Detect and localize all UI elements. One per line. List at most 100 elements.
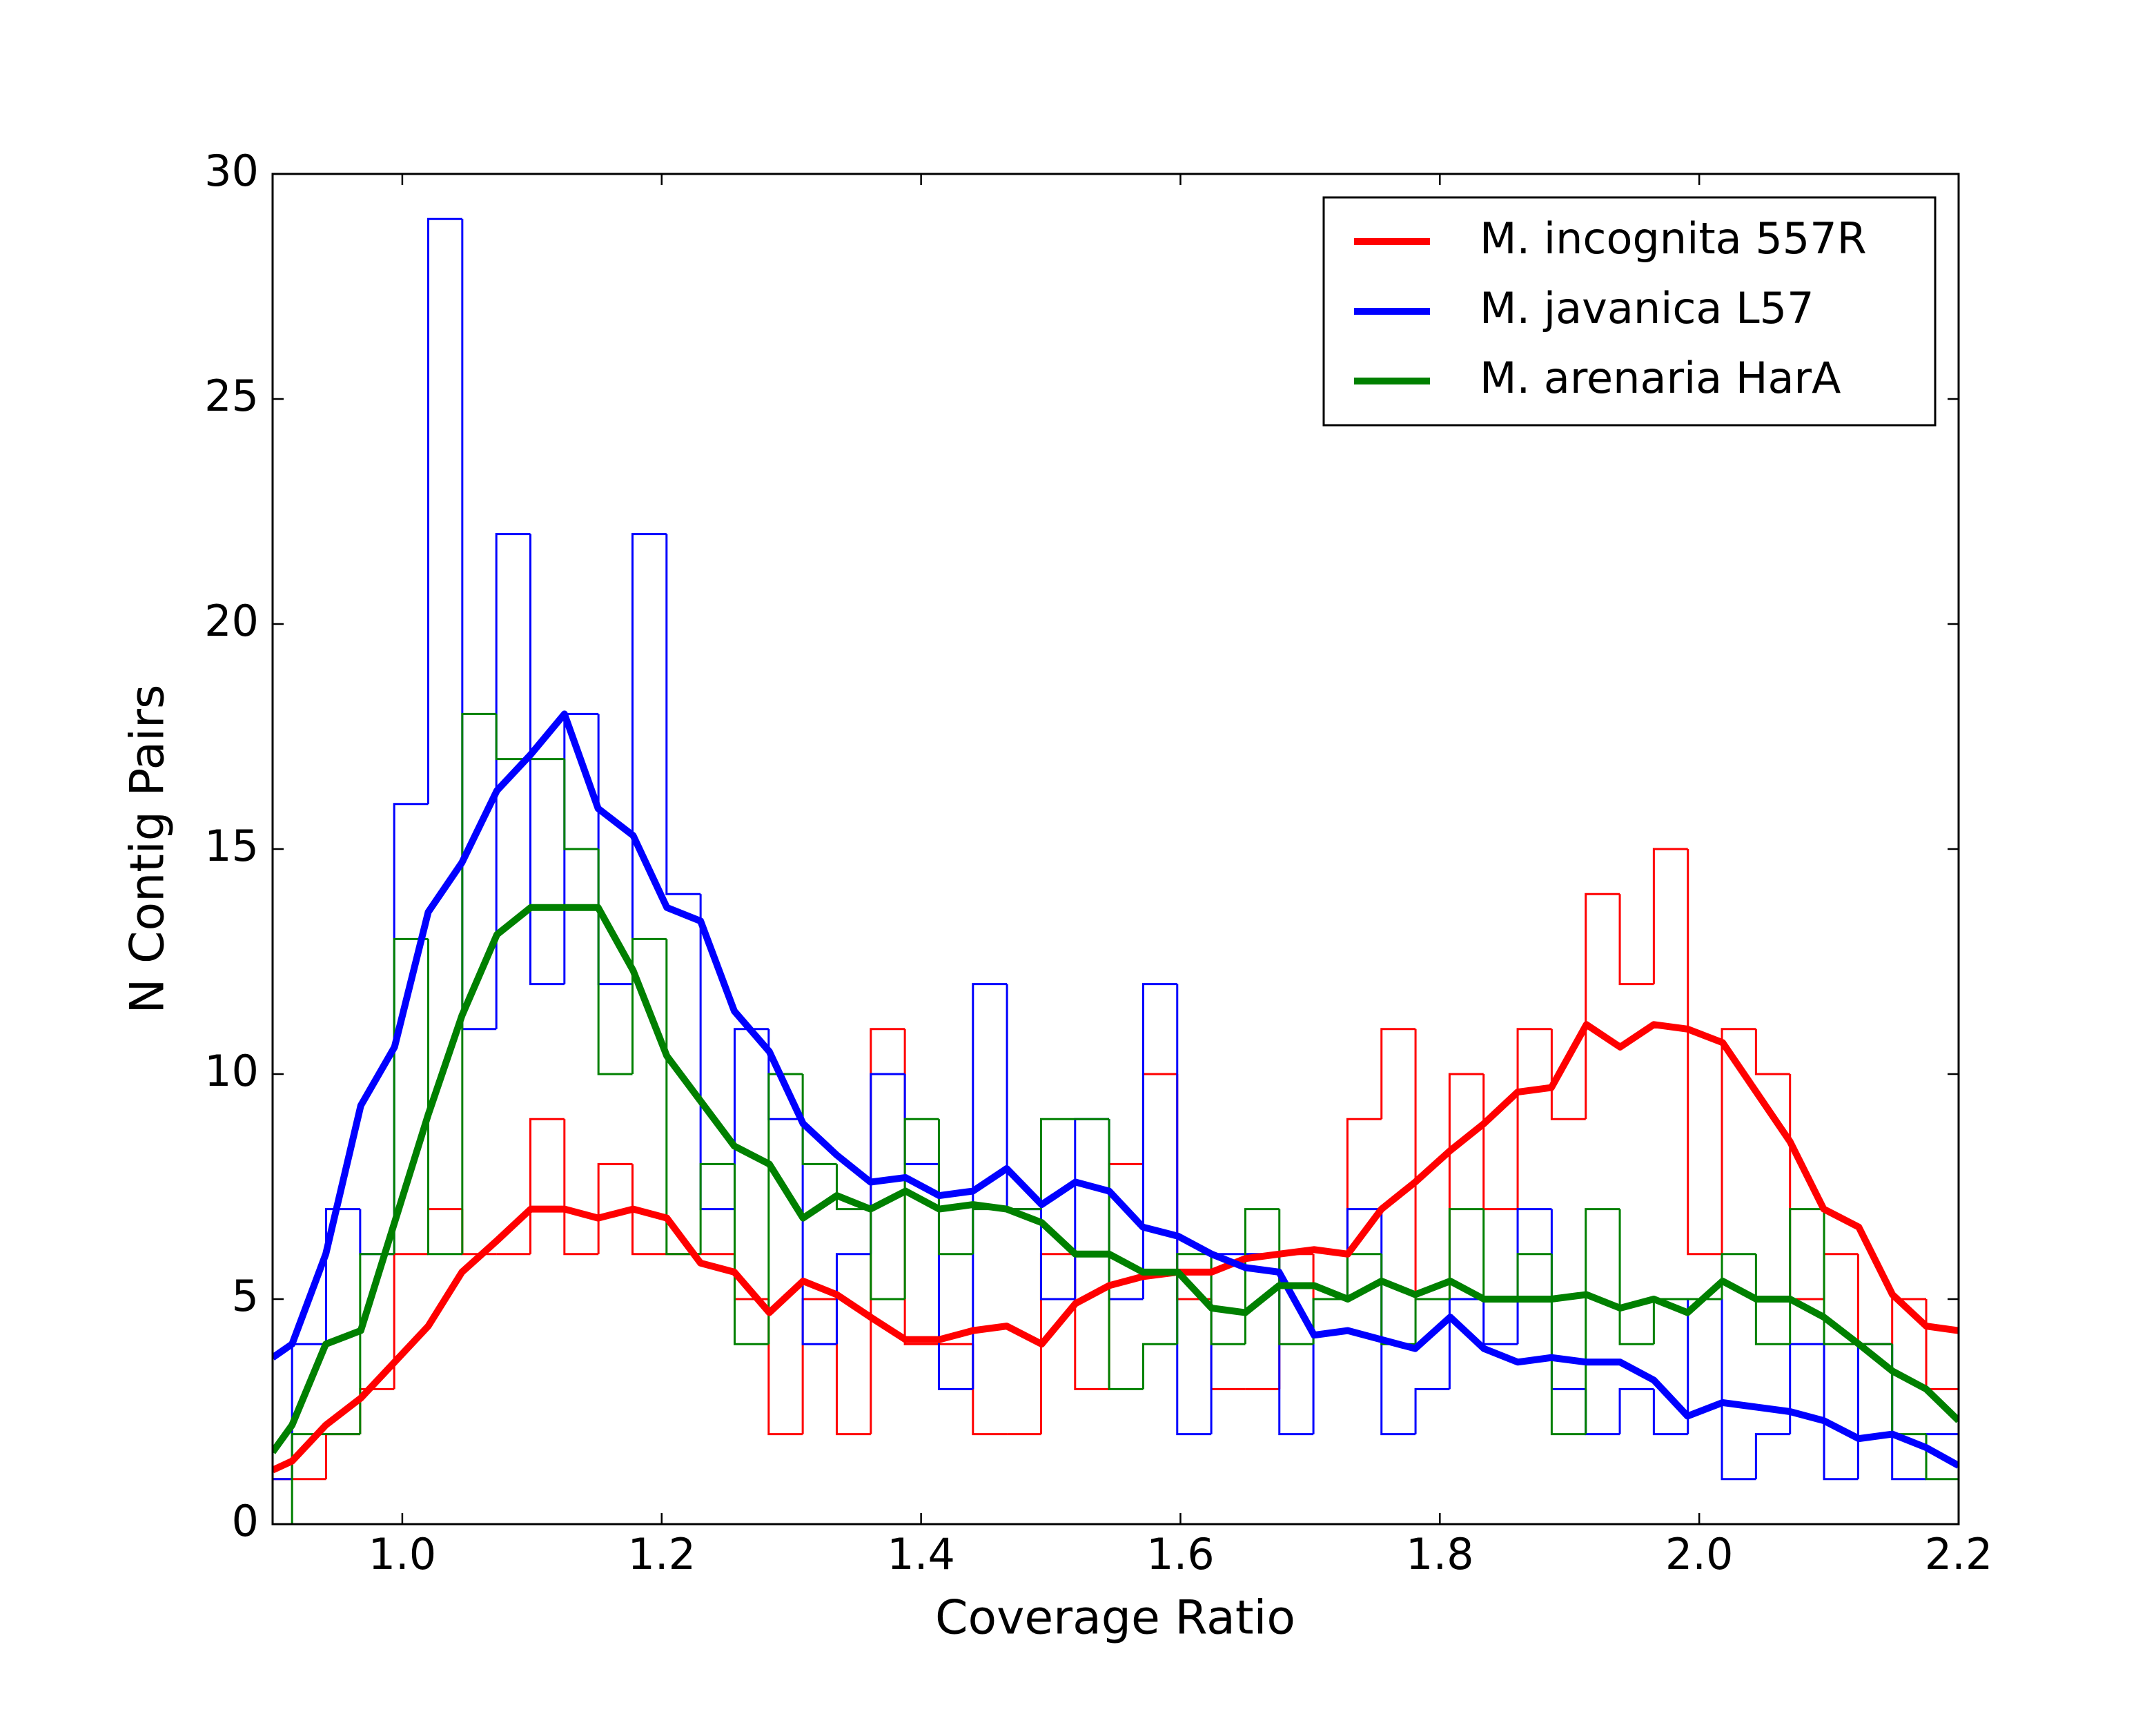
histogram-step [1823,1209,1859,1345]
histogram-step [1585,1389,1620,1436]
histogram-step [1141,1073,1177,1164]
histogram-step [1482,1299,1518,1345]
histogram-step [1448,1208,1484,1299]
histogram-step [563,1119,599,1256]
histogram-step [393,937,429,1254]
histogram-step [1380,1209,1416,1436]
histogram-step [393,1253,429,1390]
histogram-step [835,1253,871,1345]
histogram-step [1754,1029,1790,1075]
histogram-step [1516,1253,1552,1299]
x-tick-label: 1.8 [1406,1529,1474,1579]
y-tick-label: 0 [232,1496,259,1546]
histogram-step [972,1344,1008,1436]
x-tick-label: 1.2 [627,1529,696,1579]
histogram-step [1108,1119,1144,1390]
histogram-step [733,1028,769,1209]
histogram-step [1754,1433,1790,1479]
histogram-step [1550,1254,1586,1436]
histogram-step [1176,1253,1212,1345]
histogram-step [1414,1387,1450,1434]
histogram-step [1721,1028,1756,1254]
histogram-step [1244,1208,1280,1345]
histogram-step [1585,1208,1620,1434]
histogram-step [1585,893,1620,1120]
histogram-step [1312,1298,1348,1434]
histogram-step [1687,849,1723,1256]
histogram-step [1856,1254,1892,1345]
histogram-step [870,1073,905,1254]
histogram-step [1789,1208,1825,1345]
histogram-step [1925,1299,1959,1390]
legend-label: M. arenaria HarA [1480,353,1841,403]
histogram-step [597,1162,633,1254]
histogram-step [767,1299,803,1436]
y-tick-label: 15 [204,821,259,871]
y-tick-label: 5 [232,1271,259,1321]
histogram-step [1380,1254,1416,1345]
histogram-step [427,217,462,804]
histogram-step [1891,1344,1927,1481]
smoothed-line [273,904,1959,1454]
histogram-step [1414,1298,1450,1345]
x-axis-label: Coverage Ratio [935,1591,1295,1646]
y-tick-label: 20 [204,596,259,646]
histogram-step [1652,1389,1688,1436]
histogram-step [1141,1343,1177,1390]
histogram-step [1754,1254,1790,1345]
histogram-step [1448,1073,1484,1299]
histogram-step [767,1073,803,1345]
histogram-step [461,712,497,1254]
histogram-step [597,849,633,1075]
histogram-step [1516,1028,1552,1209]
histogram-step [801,1074,837,1165]
y-tick-label: 10 [204,1046,259,1096]
histogram-step [1039,1118,1075,1209]
histogram-step [1789,1074,1825,1300]
histogram-step [1210,1254,1246,1345]
histogram-step [1823,1253,1859,1299]
histogram-step [801,1298,837,1434]
histogram-step [699,1162,735,1254]
histogram-step [937,1119,973,1256]
legend-label: M. javanica L57 [1480,283,1814,333]
histogram-step [1618,894,1654,986]
histogram-step [1482,1209,1518,1300]
histogram-step [495,533,531,1029]
histogram-step [1141,983,1177,1299]
x-tick-label: 1.0 [369,1529,437,1579]
histogram-step [835,1164,871,1211]
histogram-step [870,1028,905,1434]
histogram-step [461,219,497,1031]
histogram-step [835,1299,871,1436]
plot-area [273,217,1959,1524]
histogram-step [1823,1344,1859,1481]
x-tick-label: 1.4 [887,1529,955,1579]
histogram-step [1550,1029,1586,1120]
overlay: 1.0 1.2 1.4 1.6 1.8 2.0 2.2 0 5 10 15 20 25 30 M. inco… [204,146,1992,1579]
histogram-step [563,759,599,850]
histogram-step [903,1118,939,1299]
x-tick-label: 2.0 [1665,1529,1734,1579]
histogram-step [325,1433,360,1479]
histogram-step [1176,984,1212,1436]
histogram-step [1074,1254,1110,1390]
smoothed-line [273,1021,1959,1474]
smoothed-line [273,710,1959,1469]
histogram-step [427,939,462,1256]
histogram-step [1891,1298,1927,1345]
histogram-step [1176,1074,1212,1300]
histogram-step [495,714,531,761]
histogram-step [427,1208,462,1254]
histogram-step [972,1208,1008,1254]
histogram-step [1721,1299,1756,1481]
histogram-step [665,939,701,1256]
histogram-step [1380,1028,1416,1120]
y-axis-label: N Contig Pairs [121,685,175,1014]
histogram-step [665,534,701,895]
histogram-step [1516,1208,1552,1345]
histogram-step [529,1118,565,1254]
histogram-step [529,534,565,986]
